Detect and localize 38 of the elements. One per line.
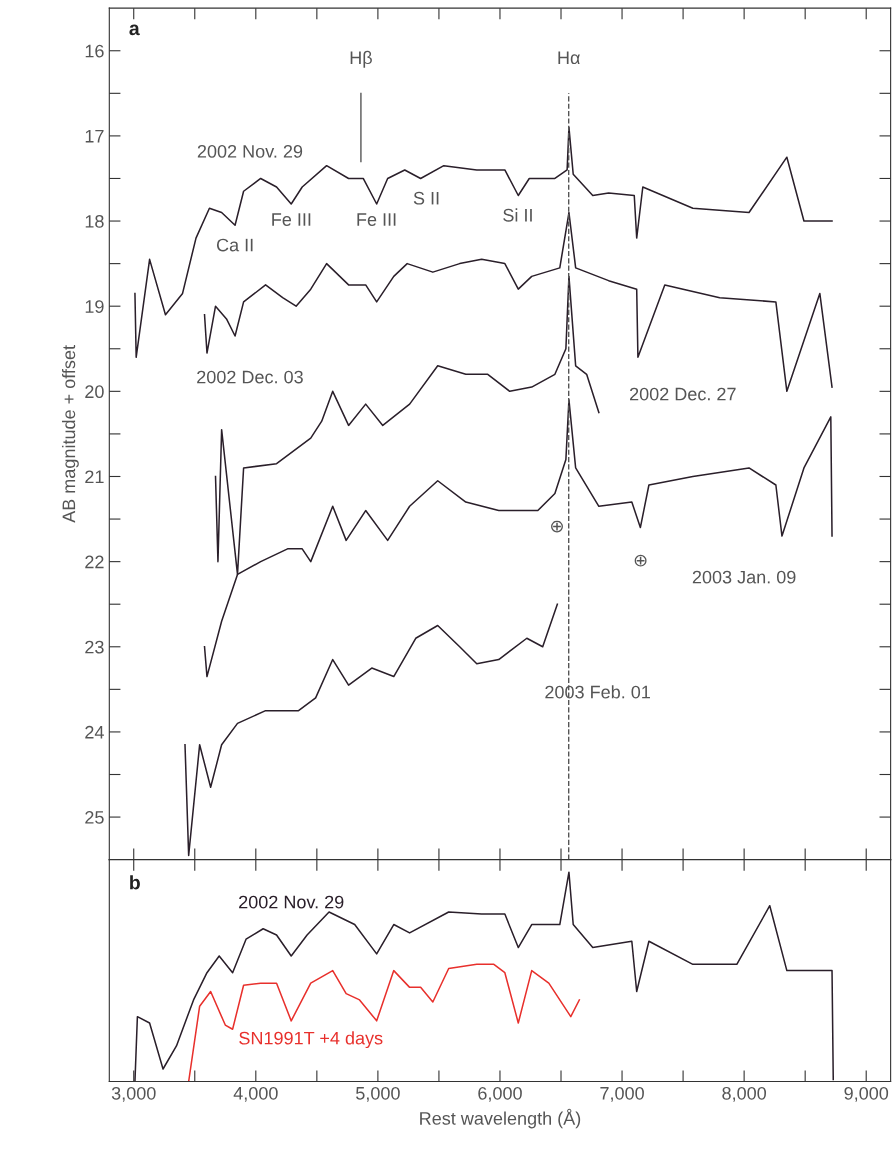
y-tick-label: 20	[85, 385, 104, 399]
y-tick-label: 22	[85, 555, 104, 569]
annotation: Si II	[503, 208, 532, 222]
annotation: b	[130, 875, 140, 890]
x-tick-label: 4,000	[233, 1086, 278, 1102]
y-tick-label: 17	[85, 130, 104, 143]
annotation: 2002 Dec. 03	[197, 370, 303, 384]
line-series	[134, 126, 833, 359]
annotation: ⊕	[634, 554, 647, 567]
y-tick-label: 21	[85, 470, 104, 484]
annotation: Ca II	[216, 238, 253, 252]
y-tick-label: 19	[85, 300, 104, 313]
x-tick-label: 8,000	[722, 1086, 767, 1102]
ref-line-label: Hα	[558, 51, 580, 65]
annotation: a	[129, 24, 140, 36]
x-tick-label: 6,000	[478, 1086, 522, 1102]
annotation: 2002 Nov. 29	[197, 144, 303, 158]
x-tick-label: 3,000	[111, 1086, 156, 1102]
annotation: 2003 Feb. 01	[545, 685, 650, 699]
y-tick-label: 23	[85, 640, 104, 654]
annotation: ⊕	[551, 520, 563, 533]
annotation: 2003 Jan. 09	[692, 570, 796, 584]
x-tick-label: 5,000	[356, 1086, 400, 1102]
series-label: SN1991T +4 days	[239, 1031, 383, 1049]
y-tick-label: 18	[85, 214, 104, 228]
ref-line-label: Hβ	[350, 50, 372, 68]
y-axis-title: AB magnitude + offset	[61, 345, 79, 523]
x-tick-label: 9,000	[844, 1086, 889, 1102]
y-tick-label: 24	[85, 725, 104, 739]
y-tick-label: 16	[85, 44, 104, 58]
annotation: Fe III	[272, 213, 311, 226]
annotation: Fe III	[357, 213, 396, 226]
y-tick-label: 25	[85, 811, 104, 824]
x-axis-title: Rest wavelength (Å)	[420, 1108, 581, 1129]
series-label: 2002 Nov. 29	[239, 895, 344, 909]
annotation: 2002 Dec. 27	[630, 387, 736, 401]
x-tick-label: 7,000	[600, 1086, 644, 1102]
annotation: S II	[413, 191, 439, 205]
